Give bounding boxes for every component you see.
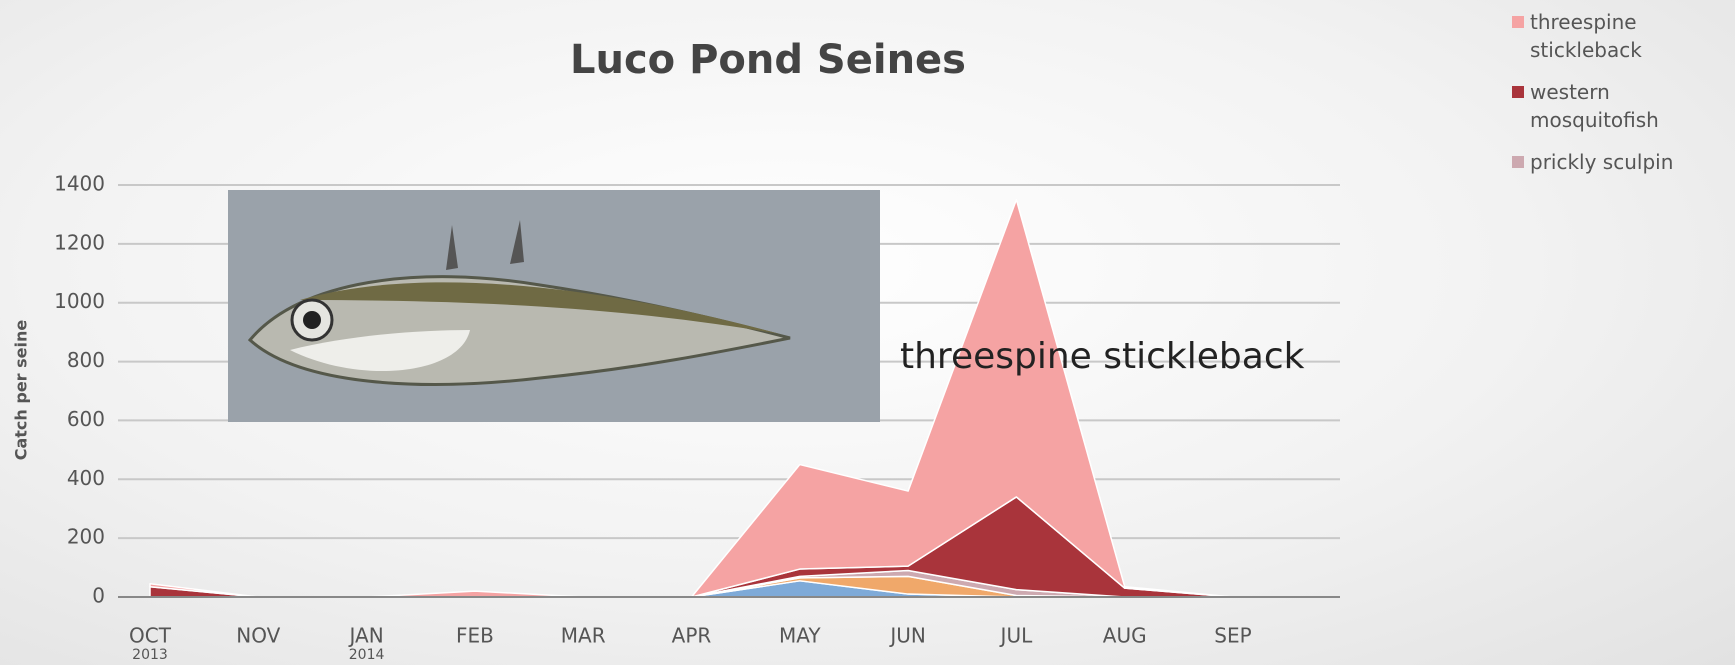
fish-back — [300, 282, 780, 334]
x-tick-label: APR — [672, 624, 712, 648]
legend-item: western mosquitofish — [1512, 78, 1722, 134]
annotation: threespine stickleback — [900, 336, 1305, 377]
x-tick-label: OCT — [129, 624, 172, 648]
x-tick-sublabel: 2014 — [349, 647, 385, 663]
x-tick-label: AUG — [1103, 624, 1147, 648]
y-tick-label: 400 — [67, 466, 105, 490]
y-tick-label: 200 — [67, 525, 105, 549]
x-tick-sublabel: 2013 — [132, 647, 168, 663]
photo — [228, 190, 880, 422]
legend: threespine stickleback western mosquitofi… — [1512, 8, 1722, 190]
y-axis-label: Catch per seine — [12, 320, 31, 461]
fish-pupil — [303, 311, 321, 329]
x-tick-label: JUN — [888, 624, 926, 648]
fish-spine — [446, 220, 524, 270]
legend-swatch — [1512, 86, 1524, 98]
x-tick-label: NOV — [236, 624, 280, 648]
legend-swatch — [1512, 156, 1524, 168]
x-tick-label: SEP — [1214, 624, 1251, 648]
x-tick-label: MAY — [779, 624, 821, 648]
y-tick-label: 600 — [67, 407, 105, 431]
legend-label: western mosquitofish — [1530, 80, 1659, 132]
x-tick-label: FEB — [456, 624, 494, 648]
y-tick-label: 1000 — [54, 289, 105, 313]
legend-label: prickly sculpin — [1530, 150, 1674, 174]
x-tick-label: JAN — [347, 624, 383, 648]
y-tick-label: 800 — [67, 348, 105, 372]
legend-item: prickly sculpin — [1512, 148, 1722, 176]
legend-item: threespine stickleback — [1512, 8, 1722, 64]
legend-label: threespine stickleback — [1530, 10, 1642, 62]
x-tick-label: MAR — [561, 624, 606, 648]
y-tick-label: 1200 — [54, 230, 105, 254]
x-tick-label: JUL — [999, 624, 1034, 648]
y-tick-label: 0 — [92, 584, 105, 608]
y-tick-label: 1400 — [54, 172, 105, 196]
fish-belly — [290, 330, 470, 372]
legend-swatch — [1512, 16, 1524, 28]
chart-title: Luco Pond Seines — [570, 37, 966, 83]
